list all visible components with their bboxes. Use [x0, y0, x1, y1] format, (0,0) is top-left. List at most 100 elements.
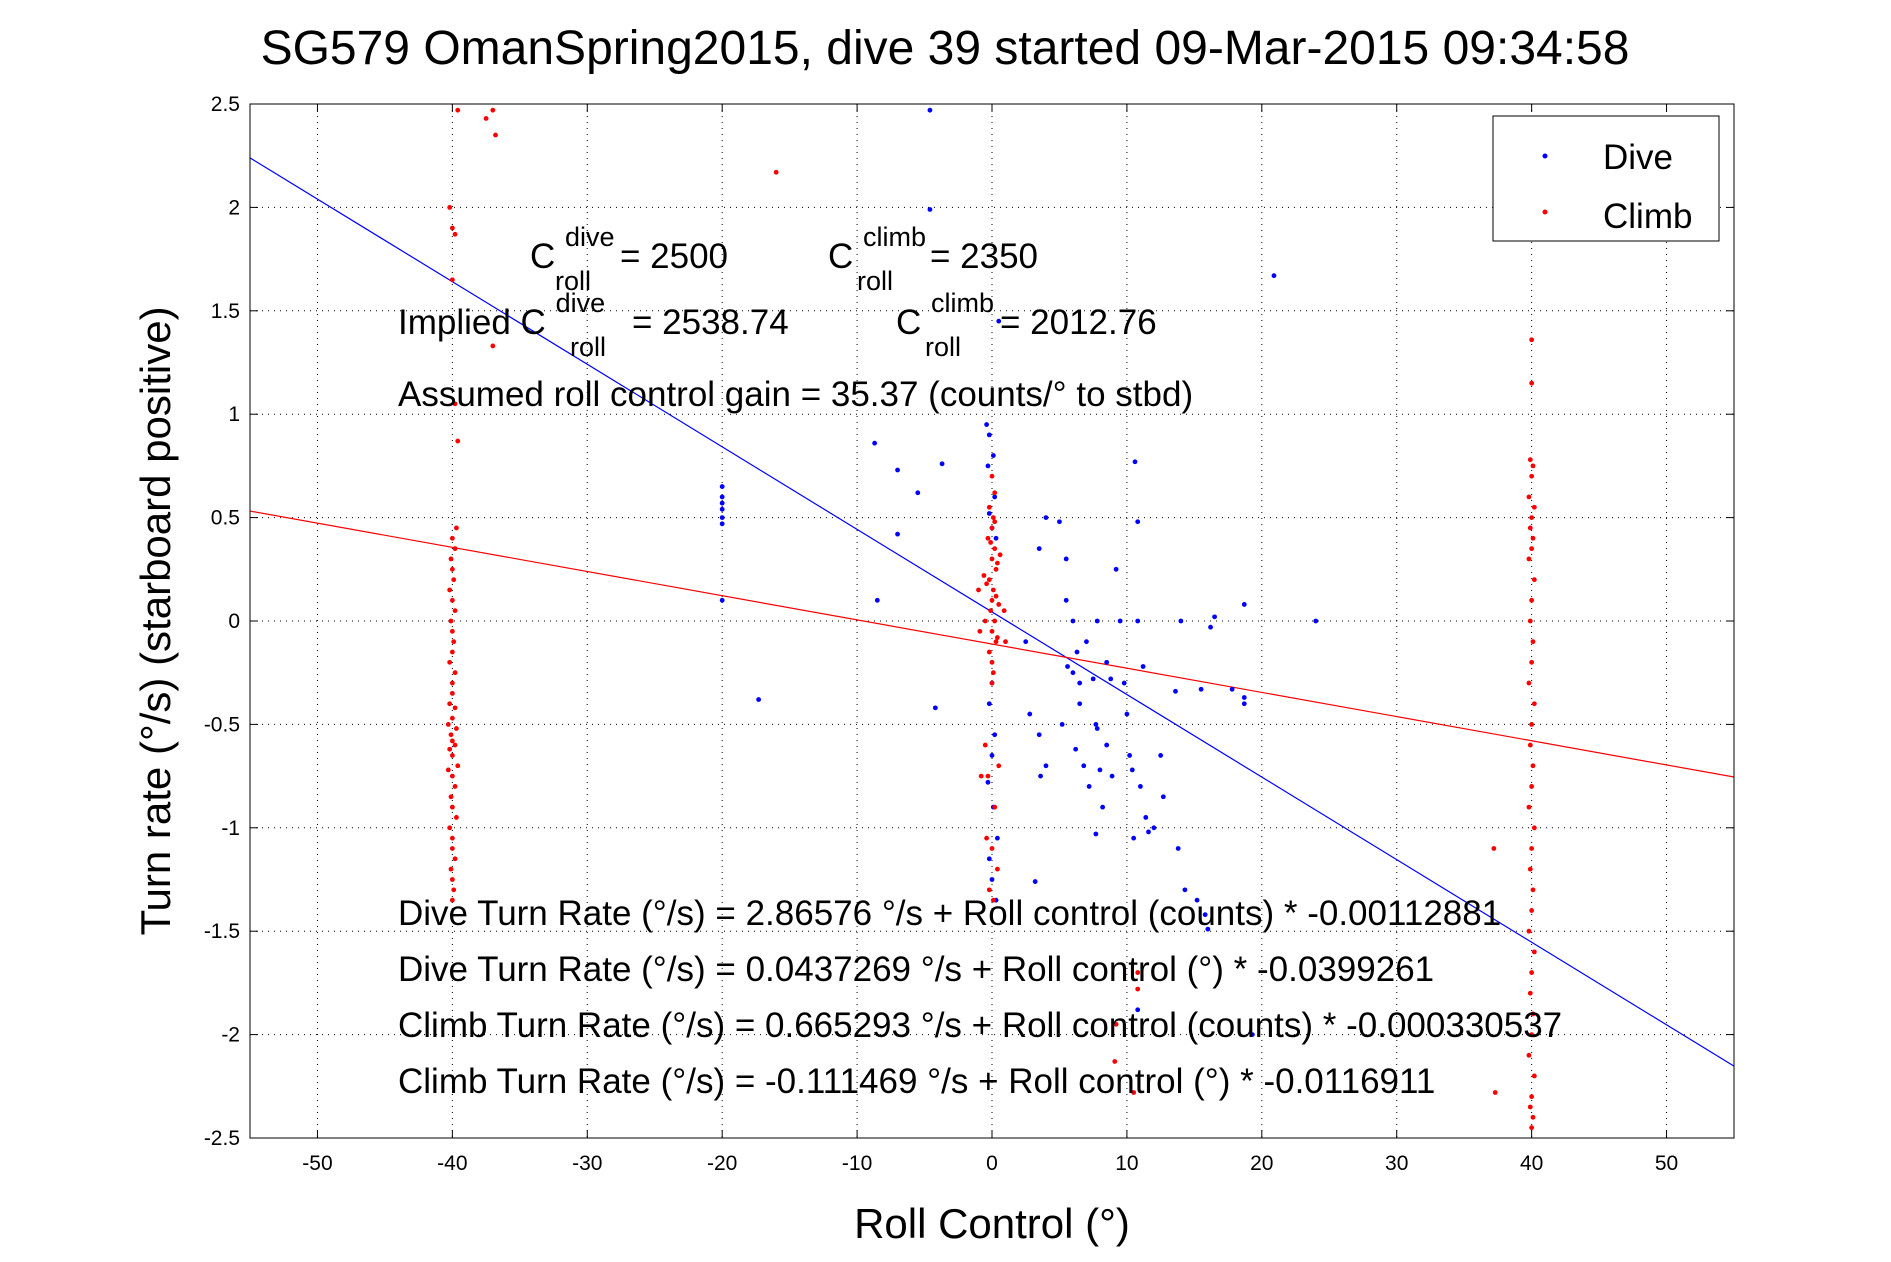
data-point-climb: [993, 566, 999, 572]
data-point-climb: [1529, 908, 1535, 913]
data-point-climb: [452, 856, 458, 862]
data-point-climb: [452, 742, 458, 748]
c-roll-dive-annotation: C dive roll = 2500: [530, 215, 728, 298]
data-point-climb: [1131, 1090, 1137, 1095]
data-point-dive: [1097, 767, 1103, 773]
implied-prefix: Implied C: [398, 303, 546, 342]
data-point-climb: [989, 473, 995, 479]
data-point-dive: [719, 597, 725, 603]
data-point-climb: [773, 169, 779, 175]
data-point-climb: [449, 738, 455, 744]
data-point-climb: [992, 519, 998, 525]
data-point-climb: [449, 649, 455, 655]
data-point-climb: [1113, 1021, 1119, 1027]
c-climb-value: = 2350: [930, 237, 1038, 276]
data-point-dive: [1129, 767, 1135, 773]
data-point-climb: [448, 866, 454, 872]
data-point-dive: [1094, 618, 1100, 624]
implied-dive-sub: roll: [570, 332, 606, 362]
y-tick-label: 1: [228, 403, 240, 426]
data-point-climb: [452, 705, 458, 711]
data-point-climb: [1526, 494, 1532, 500]
data-point-climb: [982, 618, 988, 624]
data-point-dive: [1127, 753, 1133, 758]
data-point-dive: [992, 494, 998, 500]
y-tick-label: -1.5: [204, 920, 240, 943]
data-point-dive: [1175, 846, 1181, 851]
data-point-climb: [1530, 1011, 1536, 1017]
y-axis-label: Turn rate (°/s) (starboard positive): [132, 306, 179, 935]
data-point-dive: [1212, 614, 1217, 620]
data-point-dive: [1074, 649, 1080, 655]
data-point-dive: [989, 877, 995, 882]
data-point-climb: [490, 107, 496, 113]
y-tick-label: -2: [221, 1024, 240, 1047]
data-point-climb: [449, 225, 455, 231]
data-point-climb: [454, 525, 459, 531]
data-point-climb: [1531, 701, 1537, 707]
data-point-climb: [986, 504, 992, 510]
data-point-climb: [1527, 525, 1533, 531]
data-point-dive: [1036, 546, 1042, 552]
data-point-climb: [1527, 866, 1533, 872]
data-point-climb: [448, 618, 454, 624]
data-points: [445, 107, 1537, 1131]
data-point-dive: [986, 701, 992, 707]
data-point-climb: [989, 556, 995, 562]
data-point-climb: [982, 742, 988, 748]
data-point-dive: [1057, 519, 1062, 525]
implied-climb-value: = 2012.76: [1000, 303, 1157, 342]
data-point-dive: [1093, 831, 1099, 837]
data-point-climb: [483, 116, 489, 121]
data-point-climb: [978, 773, 984, 779]
data-point-climb: [449, 566, 455, 572]
data-point-dive: [1135, 519, 1141, 525]
x-tick-label: 40: [1520, 1152, 1543, 1175]
data-point-climb: [451, 577, 457, 583]
data-point-climb: [994, 866, 1000, 872]
data-point-climb: [1529, 1032, 1535, 1037]
data-point-climb: [1529, 1094, 1535, 1100]
data-point-climb: [1531, 825, 1537, 831]
data-point-climb: [990, 515, 996, 520]
implied-c-roll-dive-annotation: Implied C dive roll = 2538.74: [398, 281, 789, 364]
data-point-climb: [993, 593, 999, 599]
implied-dive-sup: dive: [556, 288, 606, 318]
data-point-dive: [1198, 686, 1204, 692]
data-point-dive: [986, 856, 992, 862]
data-point-dive: [927, 207, 933, 212]
data-point-climb: [455, 438, 461, 444]
data-point-climb: [454, 726, 459, 731]
implied-dive-value: = 2538.74: [632, 303, 789, 342]
data-point-climb: [1529, 1125, 1535, 1131]
x-tick-label: -40: [437, 1152, 467, 1175]
data-point-dive: [1241, 701, 1247, 707]
data-point-dive: [1070, 618, 1076, 624]
data-point-dive: [994, 835, 1000, 841]
data-point-climb: [1529, 659, 1535, 665]
data-point-dive: [1084, 639, 1089, 645]
data-point-dive: [1143, 815, 1149, 820]
data-point-dive: [895, 531, 900, 537]
data-point-dive: [1081, 763, 1087, 769]
data-point-climb: [449, 628, 455, 634]
data-point-climb: [454, 815, 459, 820]
data-point-dive: [915, 490, 921, 496]
x-tick-label: -50: [302, 1152, 332, 1175]
data-point-climb: [984, 581, 990, 587]
c-roll-climb-annotation: C climb roll = 2350: [828, 215, 1038, 298]
data-point-climb: [976, 587, 981, 593]
data-point-dive: [1229, 686, 1235, 692]
data-point-dive: [1202, 912, 1208, 918]
data-point-climb: [449, 804, 455, 810]
data-point-climb: [1531, 577, 1537, 583]
data-point-climb: [977, 628, 983, 634]
data-point-climb: [447, 205, 453, 210]
data-point-dive: [1094, 726, 1100, 731]
data-point-climb: [1531, 504, 1537, 510]
data-point-dive: [719, 506, 725, 512]
data-point-climb: [1491, 846, 1497, 851]
data-point-climb: [1527, 618, 1533, 624]
data-point-dive: [1109, 773, 1115, 779]
data-point-climb: [449, 773, 455, 779]
